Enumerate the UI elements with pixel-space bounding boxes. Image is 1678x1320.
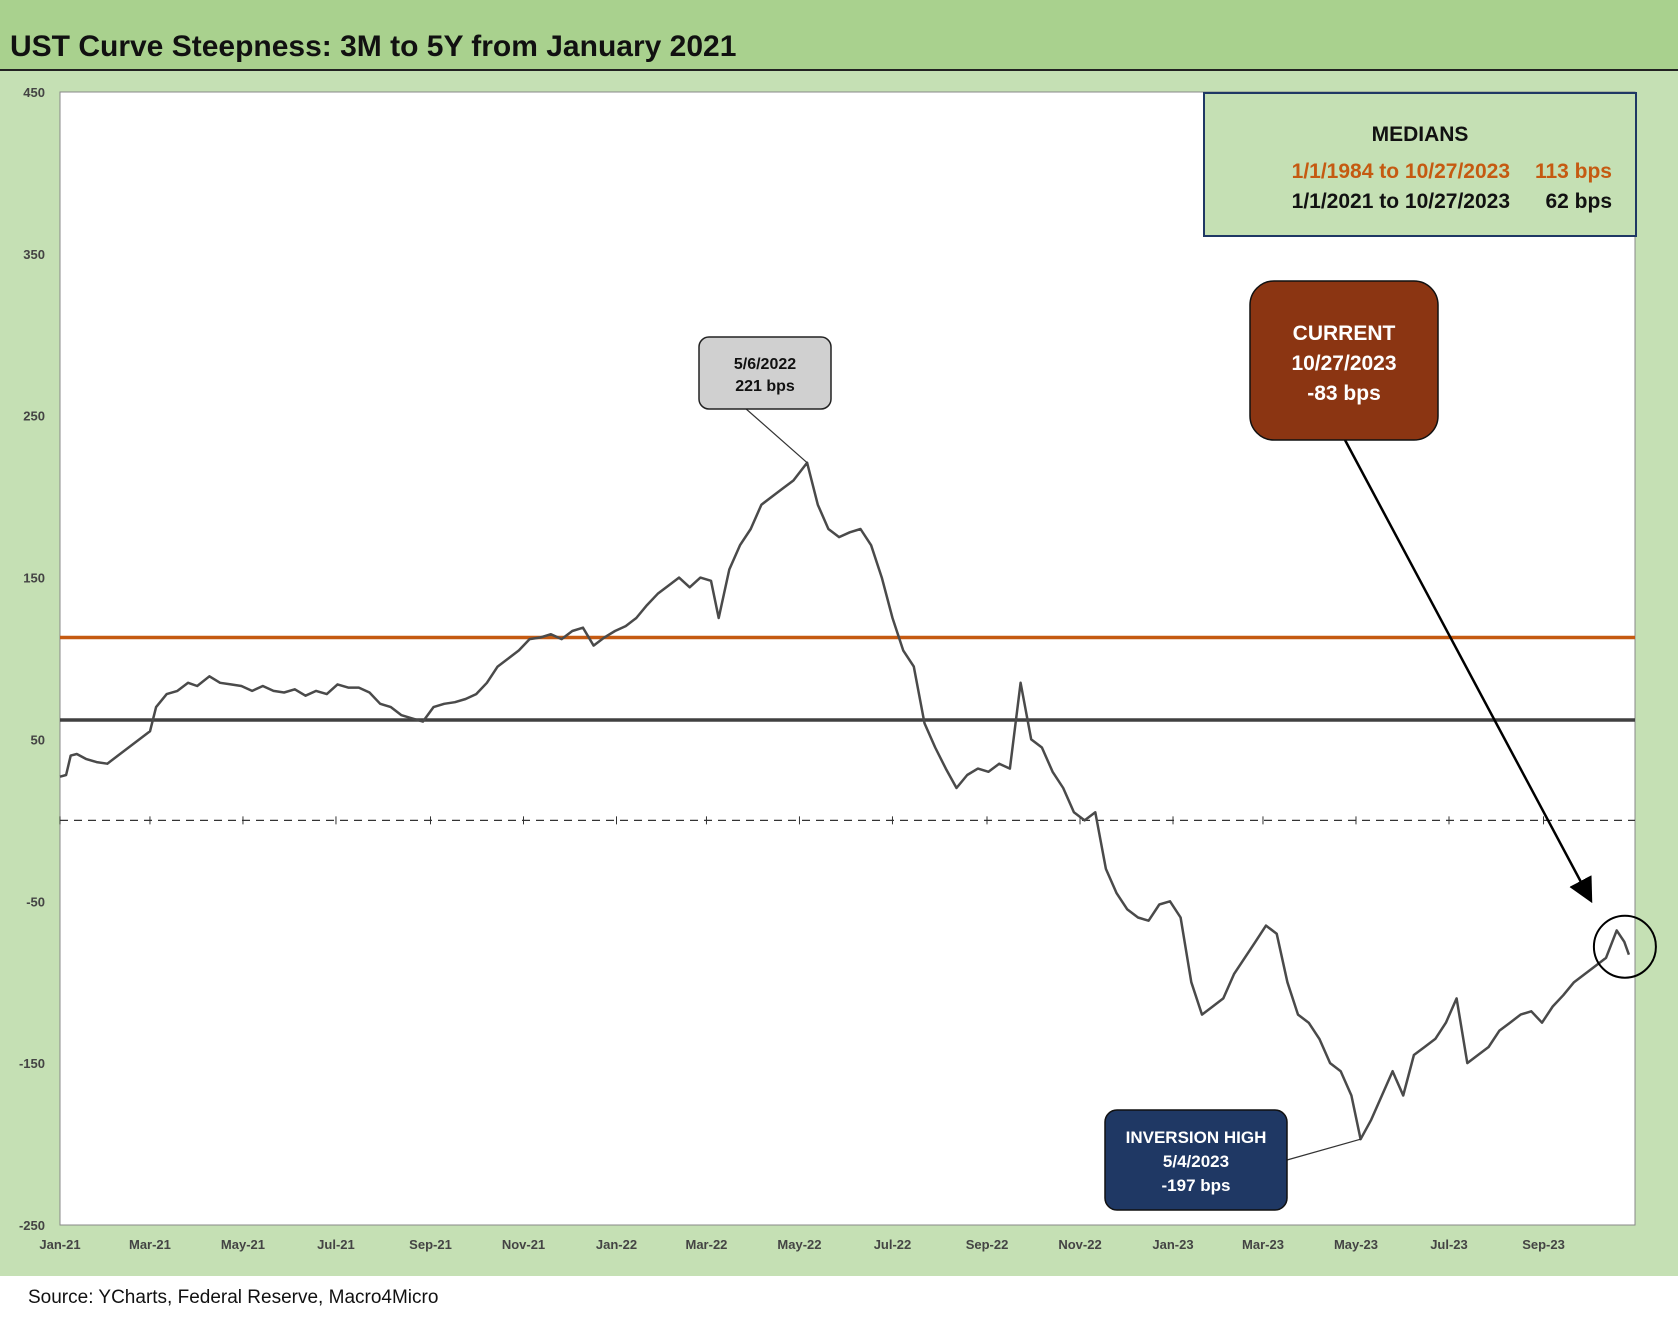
x-tick-label: May-22 [777, 1237, 821, 1252]
x-tick-label: Jan-22 [596, 1237, 637, 1252]
x-tick-label: Sep-22 [966, 1237, 1009, 1252]
x-axis-ticks: Jan-21 Mar-21 May-21 Jul-21 Sep-21 Nov-21 Jan-… [39, 816, 1565, 1252]
current-value: -83 bps [1307, 382, 1381, 405]
peak-callout: 5/6/2022 221 bps [698, 336, 832, 464]
inversion-date: 5/4/2023 [1163, 1152, 1229, 1171]
median-long-label: 1/1/1984 to 10/27/2023 [1292, 160, 1510, 183]
x-tick-label: Sep-23 [1522, 1237, 1565, 1252]
x-tick-label: Jul-21 [317, 1237, 355, 1252]
current-date: 10/27/2023 [1291, 352, 1396, 375]
y-tick-label: -250 [19, 1218, 45, 1233]
inversion-value: -197 bps [1162, 1176, 1231, 1195]
series-line [59, 461, 1631, 1141]
source-note: Source: YCharts, Federal Reserve, Macro4… [28, 1287, 439, 1308]
y-tick-label: 350 [23, 247, 45, 262]
x-tick-label: Jul-23 [1430, 1237, 1468, 1252]
x-tick-label: May-23 [1334, 1237, 1378, 1252]
plot-area [59, 91, 1636, 1226]
peak-value: 221 bps [735, 378, 795, 395]
x-tick-label: Nov-21 [502, 1237, 545, 1252]
y-tick-label: -150 [19, 1056, 45, 1071]
current-arrow [1343, 439, 1593, 904]
chart-title: UST Curve Steepness: 3M to 5Y from Janua… [10, 30, 737, 63]
medians-box: MEDIANS 1/1/1984 to 10/27/2023 113 bps 1… [1203, 92, 1637, 237]
x-tick-label: Jan-23 [1152, 1237, 1193, 1252]
y-tick-label: 50 [31, 732, 45, 747]
peak-date: 5/6/2022 [734, 356, 796, 373]
inversion-leader-line [1286, 1138, 1361, 1161]
median-short-value: 62 bps [1545, 190, 1612, 213]
title-bar: UST Curve Steepness: 3M to 5Y from Janua… [0, 0, 1678, 71]
x-tick-label: Mar-22 [686, 1237, 728, 1252]
median-short-label: 1/1/2021 to 10/27/2023 [1292, 190, 1510, 213]
median-lines [60, 635, 1635, 722]
y-tick-label: 450 [23, 85, 45, 100]
medians-heading: MEDIANS [1372, 123, 1469, 146]
x-tick-label: Mar-21 [129, 1237, 171, 1252]
inversion-heading: INVERSION HIGH [1126, 1128, 1267, 1147]
current-callout: CURRENT 10/27/2023 -83 bps [1249, 280, 1657, 979]
y-axis-ticks: 450 350 250 150 50 -50 -150 -250 [19, 85, 45, 1233]
y-tick-label: 250 [23, 409, 45, 424]
x-tick-label: Jul-22 [874, 1237, 912, 1252]
current-heading: CURRENT [1293, 322, 1396, 345]
x-tick-label: Mar-23 [1242, 1237, 1284, 1252]
current-marker-circle [1592, 914, 1657, 979]
y-tick-label: -50 [26, 894, 45, 909]
x-tick-label: May-21 [221, 1237, 265, 1252]
median-long-value: 113 bps [1535, 160, 1612, 183]
peak-leader-line [744, 407, 808, 464]
x-tick-label: Nov-22 [1058, 1237, 1101, 1252]
x-tick-label: Jan-21 [39, 1237, 80, 1252]
inversion-callout: INVERSION HIGH 5/4/2023 -197 bps [1104, 1109, 1361, 1211]
x-tick-label: Sep-21 [409, 1237, 452, 1252]
y-tick-label: 150 [23, 571, 45, 586]
